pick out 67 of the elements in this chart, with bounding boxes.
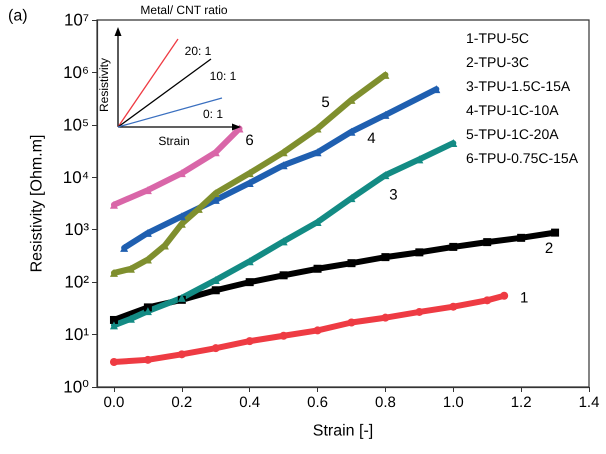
point: [120, 244, 128, 252]
point: [126, 264, 135, 273]
annotation: 4-TPU-1C-10A: [466, 102, 560, 118]
series-label: 6: [245, 132, 254, 150]
point: [280, 271, 288, 280]
annotation: 3-TPU-1.5C-15A: [466, 78, 571, 94]
point: [483, 238, 492, 246]
x-tick-label: 0.8: [374, 394, 396, 411]
point: [110, 358, 118, 366]
x-tick-label: 0.6: [307, 394, 328, 411]
x-tick-label: 0.0: [104, 394, 124, 411]
point: [178, 350, 186, 358]
point: [110, 321, 118, 330]
point: [212, 286, 220, 294]
point: [347, 318, 356, 326]
point: [381, 253, 390, 262]
annotation: Strain: [158, 134, 190, 148]
point: [449, 242, 458, 251]
y-tick-label: 10³: [64, 220, 90, 240]
series-label: 4: [367, 130, 376, 148]
x-tick-label: 0.2: [171, 394, 192, 411]
point: [280, 332, 288, 340]
y-tick-label: 10⁶: [63, 62, 89, 82]
series-label: 2: [544, 240, 554, 258]
point: [144, 356, 152, 364]
series-label: 1: [520, 289, 528, 306]
y-axis-title: Resistivity [Ohm.m]: [28, 134, 46, 272]
point: [449, 302, 458, 311]
annotation: 10: 1: [210, 69, 237, 83]
point: [246, 337, 254, 346]
point: [246, 278, 254, 286]
x-tick-label: 0.4: [239, 394, 260, 411]
y-tick-label: 10⁴: [62, 168, 89, 187]
x-tick-label: 1.2: [510, 394, 532, 411]
annotation: 0: 1: [202, 107, 224, 121]
x-axis-title: Strain [-]: [312, 422, 374, 440]
point: [381, 314, 390, 322]
point: [110, 200, 118, 209]
point: [110, 268, 118, 277]
point: [500, 292, 508, 300]
point: [415, 248, 424, 256]
point: [212, 344, 220, 352]
point: [415, 308, 424, 316]
annotation: 5-TPU-1C-20A: [466, 126, 560, 142]
point: [314, 326, 322, 334]
series-label: 5: [321, 94, 330, 112]
point: [110, 316, 118, 324]
text: (a): [8, 8, 28, 24]
annotation: 20: 1: [184, 44, 212, 58]
y-tick-label: 10²: [64, 272, 90, 292]
annotation: Resistivity: [97, 58, 111, 112]
point: [347, 259, 356, 268]
x-tick-label: 1.0: [442, 394, 464, 411]
annotation: 1-TPU-5C: [466, 30, 530, 46]
y-tick-label: 10⁷: [64, 10, 89, 30]
x-tick-label: 1.4: [578, 394, 600, 411]
annotation: 6-TPU-0.75C-15A: [466, 150, 579, 166]
y-tick-label: 10¹: [64, 325, 90, 344]
point: [483, 296, 492, 304]
point: [551, 228, 560, 237]
annotation: 2-TPU-3C: [466, 54, 530, 70]
point: [517, 234, 526, 242]
point: [314, 264, 322, 273]
series-label: 3: [389, 186, 398, 204]
y-tick-label: 10⁵: [63, 115, 89, 134]
y-tick-label: 10⁰: [63, 378, 90, 396]
text: Metal/ CNT ratio: [140, 3, 228, 17]
